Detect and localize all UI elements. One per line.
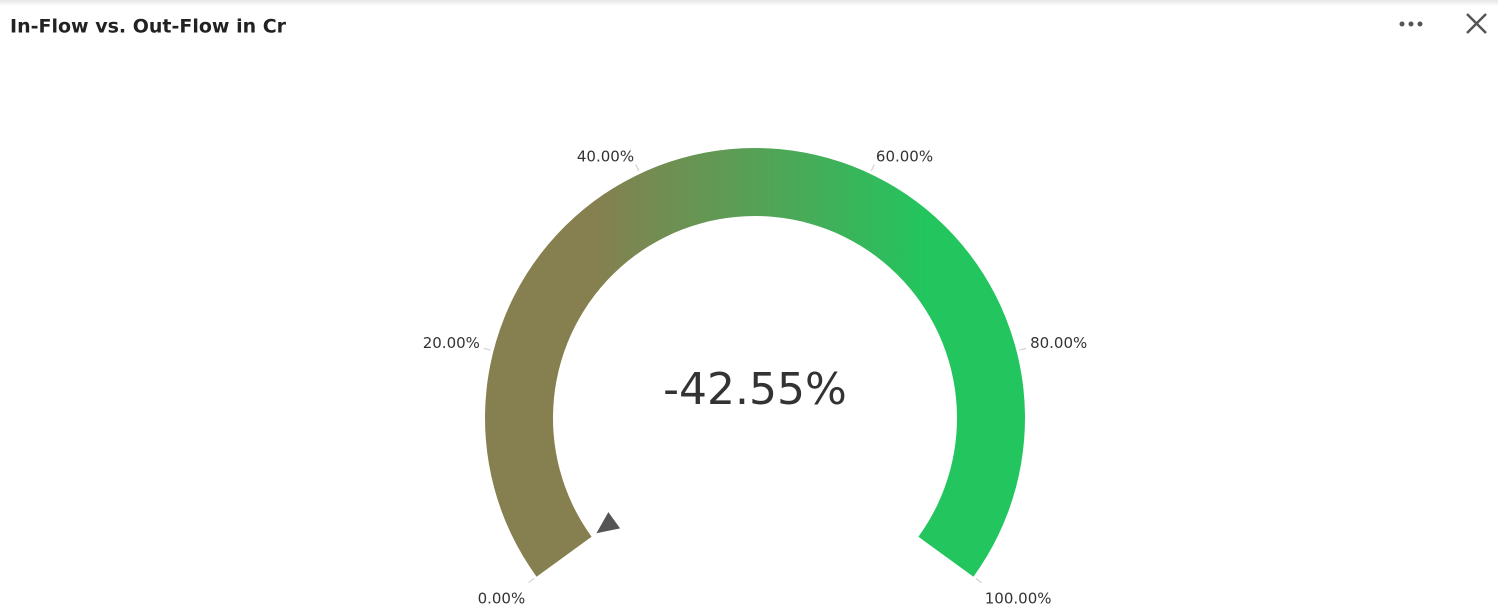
tick-label: 0.00% (478, 589, 526, 604)
tick-mark (483, 347, 491, 351)
tick-label: 40.00% (577, 148, 634, 166)
gauge-pointer (596, 512, 621, 534)
gauge-value: -42.55% (663, 364, 847, 415)
tick-mark (870, 164, 875, 172)
tick-label: 20.00% (423, 334, 480, 352)
close-button[interactable] (1466, 13, 1487, 34)
top-shadow (0, 0, 1498, 6)
tick-label: 60.00% (876, 148, 933, 166)
tick-label: 100.00% (985, 589, 1052, 604)
chart-title: In-Flow vs. Out-Flow in Cr (10, 16, 287, 38)
tick-mark (635, 164, 640, 172)
tick-mark (528, 578, 535, 583)
gauge-arc (484, 147, 1025, 577)
tick-label: 80.00% (1030, 334, 1087, 352)
more-button[interactable] (1399, 21, 1423, 27)
tick-mark (975, 578, 982, 583)
tick-mark (1019, 347, 1027, 351)
